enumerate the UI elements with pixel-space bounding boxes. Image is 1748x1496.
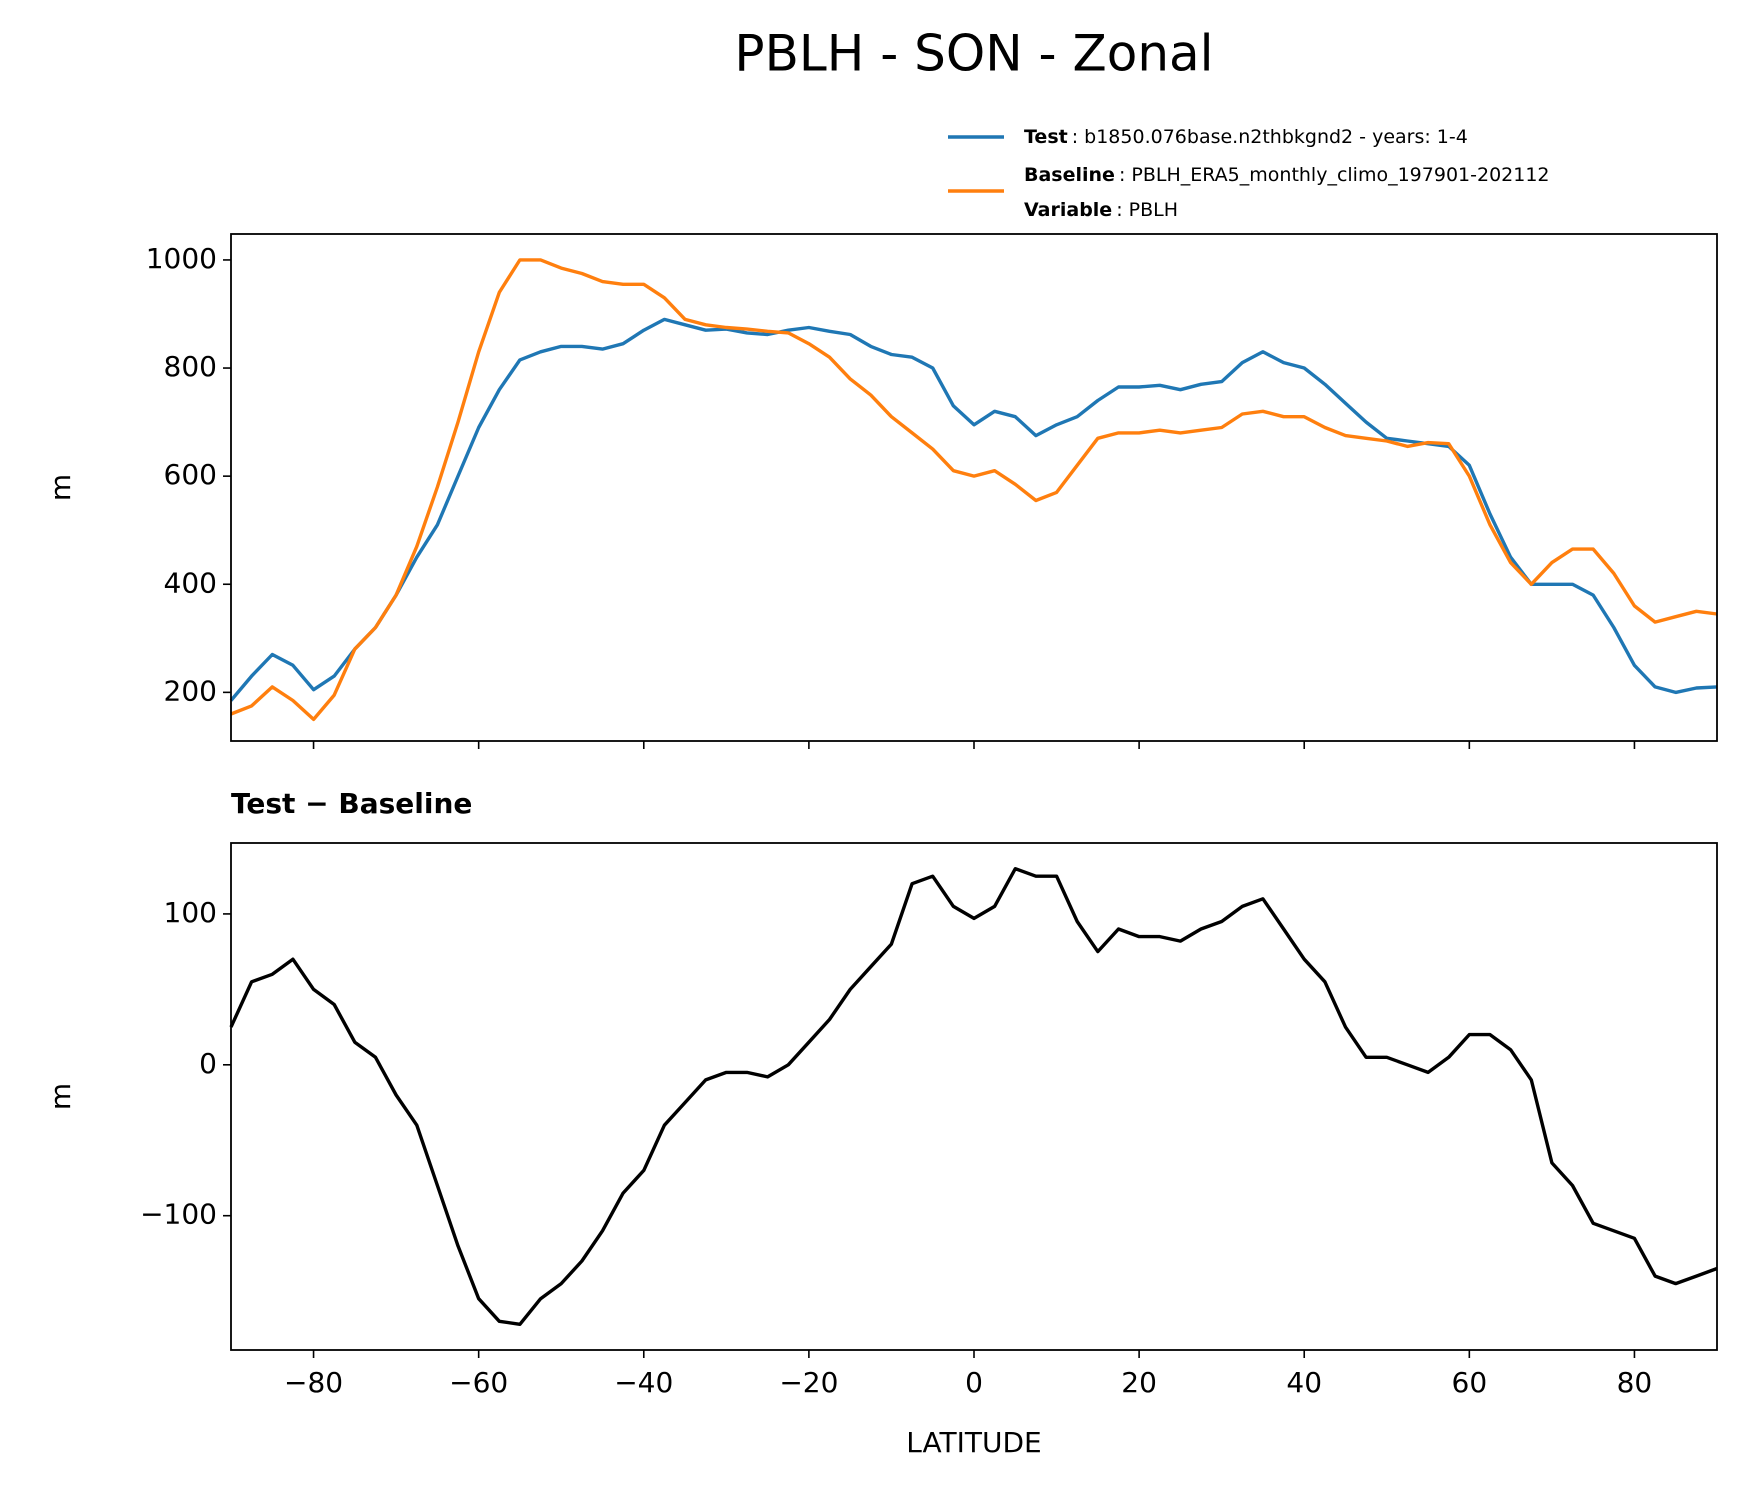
legend-note: Variable: PBLH <box>1024 199 1178 221</box>
subplot-title: Test − Baseline <box>231 787 472 820</box>
x-axis-label: LATITUDE <box>906 1426 1041 1459</box>
x-tick-label: 0 <box>965 1366 983 1399</box>
x-tick-label: −40 <box>614 1366 673 1399</box>
axes-frame <box>230 842 1718 1351</box>
y-tick-label: 800 <box>164 350 217 383</box>
series-line <box>229 317 1718 702</box>
y-axis-label: m <box>44 1083 77 1110</box>
y-tick-label: 0 <box>199 1047 217 1080</box>
legend-name: Baseline <box>1024 164 1115 186</box>
x-tick-label: −80 <box>284 1366 343 1399</box>
legend-entry: Baseline: PBLH_ERA5_monthly_climo_197901… <box>1024 164 1550 186</box>
x-tick-label: −60 <box>449 1366 508 1399</box>
legend-name: Variable <box>1024 199 1112 221</box>
x-tick-label: 80 <box>1617 1366 1653 1399</box>
figure-title: PBLH - SON - Zonal <box>734 25 1213 83</box>
legend-name: Test <box>1024 126 1068 148</box>
y-tick-label: −100 <box>140 1198 217 1231</box>
axes-frame <box>230 233 1718 742</box>
y-tick-label: 400 <box>164 566 217 599</box>
legend-description: : PBLH_ERA5_monthly_climo_197901-202112 <box>1119 164 1550 186</box>
x-tick-label: 60 <box>1452 1366 1488 1399</box>
x-tick-label: 20 <box>1121 1366 1157 1399</box>
x-tick-label: 40 <box>1286 1366 1322 1399</box>
series-line <box>230 258 1718 722</box>
y-tick-label: 1000 <box>146 242 217 275</box>
legend-description: : PBLH <box>1116 199 1178 221</box>
x-tick-label: −20 <box>779 1366 838 1399</box>
y-axis-label: m <box>44 474 77 501</box>
y-tick-label: 600 <box>164 458 217 491</box>
series-line <box>229 867 1718 1326</box>
y-tick-label: 100 <box>164 896 217 929</box>
legend-description: : b1850.076base.n2thbkgnd2 - years: 1-4 <box>1072 126 1468 148</box>
legend-entry: Test: b1850.076base.n2thbkgnd2 - years: … <box>1024 126 1468 148</box>
y-tick-label: 200 <box>164 674 217 707</box>
